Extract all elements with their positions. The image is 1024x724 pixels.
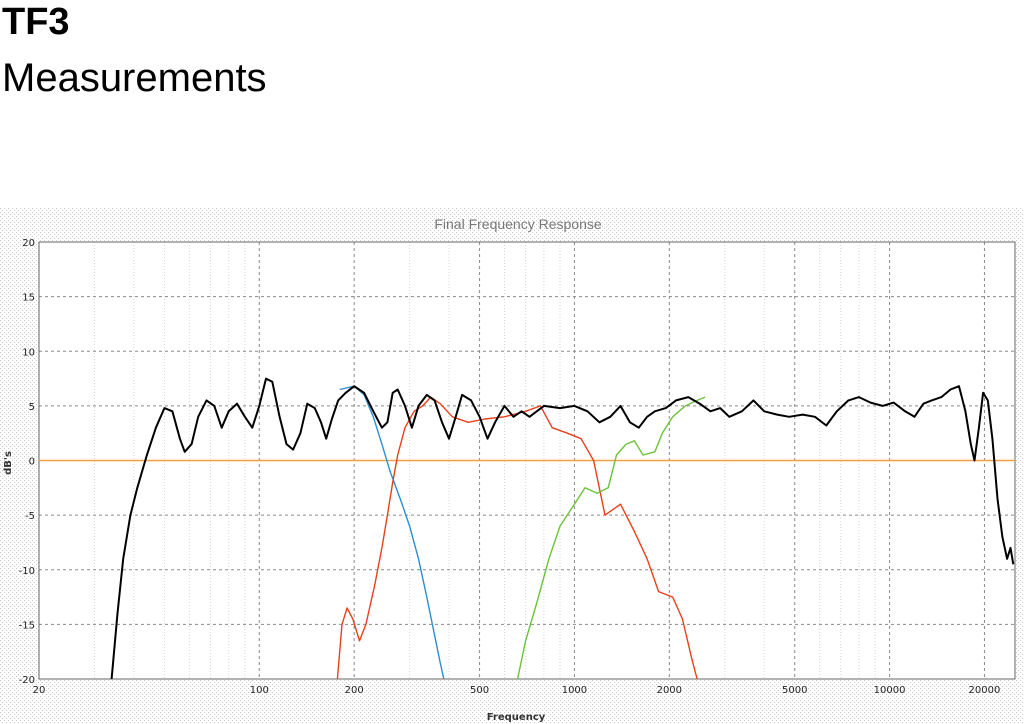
x-axis-label: Frequency: [487, 712, 546, 723]
y-tick-label: -15: [19, 620, 35, 631]
y-tick-label: 20: [22, 238, 35, 249]
y-axis-label: dB's: [3, 451, 14, 475]
series-black-line: [110, 377, 1015, 680]
slide-title: TF3: [2, 1, 70, 43]
series-group: [39, 377, 1015, 680]
x-tick-label: 5000: [782, 685, 807, 696]
y-tick-label: 5: [29, 402, 35, 413]
series-green-line: [516, 396, 706, 680]
series-red-line: [336, 396, 698, 680]
x-tick-label: 200: [345, 685, 364, 696]
x-tick-label: 2000: [657, 685, 682, 696]
y-tick-label: -5: [25, 511, 35, 522]
slide-subtitle: Measurements: [2, 56, 267, 100]
y-tick-label: -10: [19, 566, 35, 577]
y-tick-label: 15: [22, 293, 35, 304]
x-tick-label: 20: [33, 685, 46, 696]
x-tick-label: 20000: [969, 685, 1001, 696]
y-tick-labels: 20 15 10 5 0 -5 -10 -15 -20: [19, 238, 35, 686]
x-tick-label: 1000: [562, 685, 587, 696]
y-tick-label: 10: [22, 347, 35, 358]
x-tick-labels: 20 100 200 500 1000 2000 5000 10000 20000: [33, 685, 1001, 696]
x-tick-label: 500: [470, 685, 489, 696]
x-tick-label: 100: [250, 685, 269, 696]
y-tick-label: 0: [29, 457, 35, 468]
frequency-response-chart: 20 15 10 5 0 -5 -10 -15 -20 20 100 200 500 1000 2000 5…: [0, 208, 1024, 724]
chart-container: 20 15 10 5 0 -5 -10 -15 -20 20 100 200 500 1000 2000 5…: [0, 208, 1024, 724]
y-tick-label: -20: [19, 675, 35, 686]
chart-title: Final Frequency Response: [434, 216, 602, 232]
x-tick-label: 10000: [874, 685, 906, 696]
